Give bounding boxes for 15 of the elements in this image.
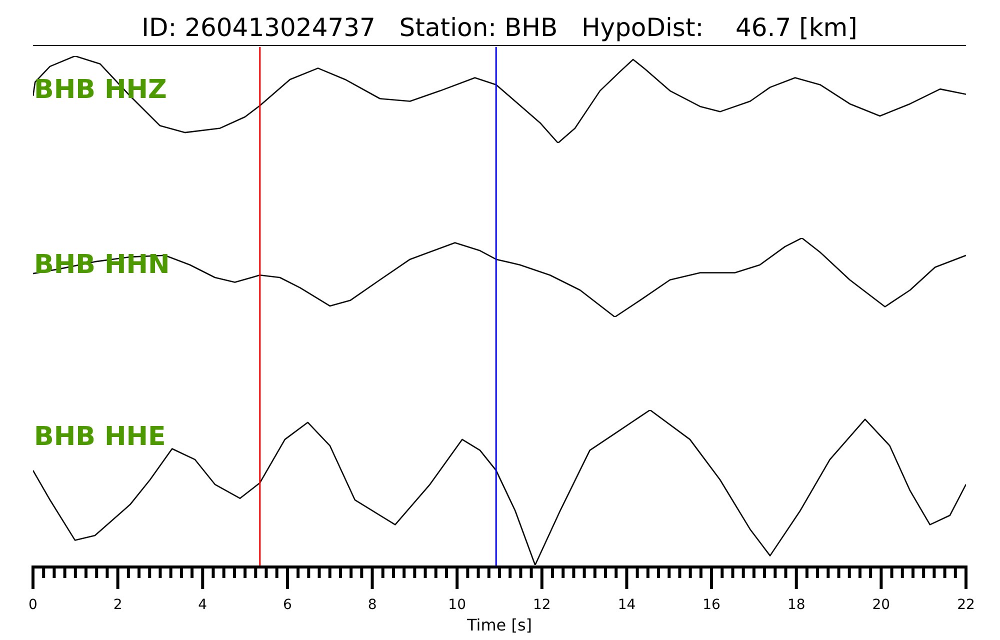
x-tick-label: 22 [957, 597, 975, 614]
x-tick-label: 4 [198, 597, 208, 614]
x-tick-label: 10 [448, 597, 466, 614]
chart-title: ID: 260413024737 Station: BHB HypoDist: 46.7 [km] [33, 0, 966, 46]
x-axis-title: Time [s] [466, 616, 532, 635]
x-tick-label: 20 [872, 597, 890, 614]
x-tick-label: 18 [787, 597, 806, 614]
x-tick-label: 8 [368, 597, 377, 614]
series-label: BHB HHE [34, 422, 166, 452]
x-tick-label: 12 [532, 597, 551, 614]
x-tick-label: 0 [28, 597, 38, 614]
x-tick-label: 6 [282, 597, 292, 614]
x-tick-label: 14 [618, 597, 636, 614]
x-tick-label: 2 [113, 597, 122, 614]
x-tick-label: 16 [702, 597, 721, 614]
